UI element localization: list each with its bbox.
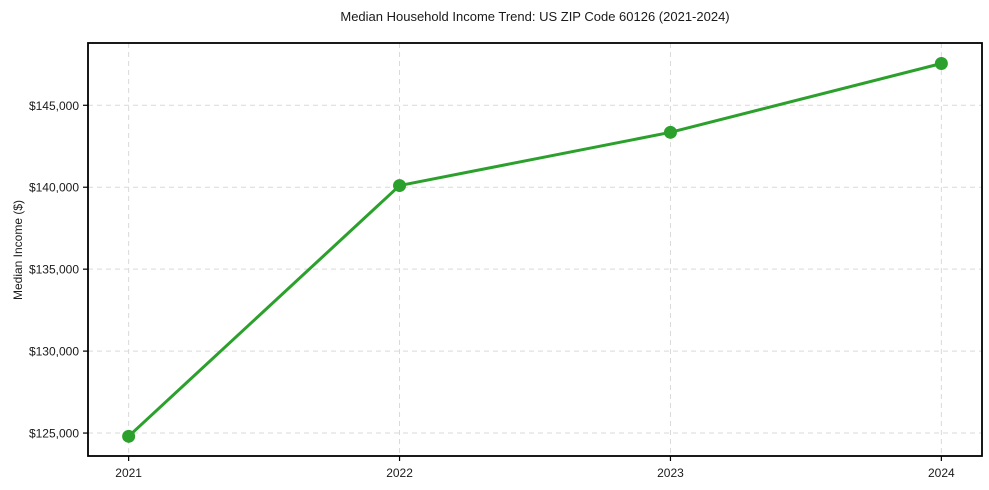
y-tick-label: $125,000 bbox=[29, 427, 79, 441]
data-point-2021 bbox=[122, 429, 136, 443]
y-tick-label: $140,000 bbox=[29, 181, 79, 195]
chart-title: Median Household Income Trend: US ZIP Co… bbox=[340, 9, 730, 24]
y-tick-label: $130,000 bbox=[29, 345, 79, 359]
y-tick-label: $135,000 bbox=[29, 263, 79, 277]
x-tick-label: 2021 bbox=[115, 466, 142, 480]
data-point-2024 bbox=[934, 56, 948, 70]
x-tick-label: 2022 bbox=[386, 466, 413, 480]
y-tick-label: $145,000 bbox=[29, 99, 79, 113]
plot-border bbox=[87, 42, 983, 457]
data-point-2022 bbox=[393, 179, 407, 193]
data-point-2023 bbox=[663, 125, 677, 139]
trend-line bbox=[127, 61, 943, 438]
y-axis-label: Median Income ($) bbox=[11, 199, 25, 301]
x-tick-label: 2024 bbox=[928, 466, 955, 480]
x-tick-label: 2023 bbox=[657, 466, 684, 480]
